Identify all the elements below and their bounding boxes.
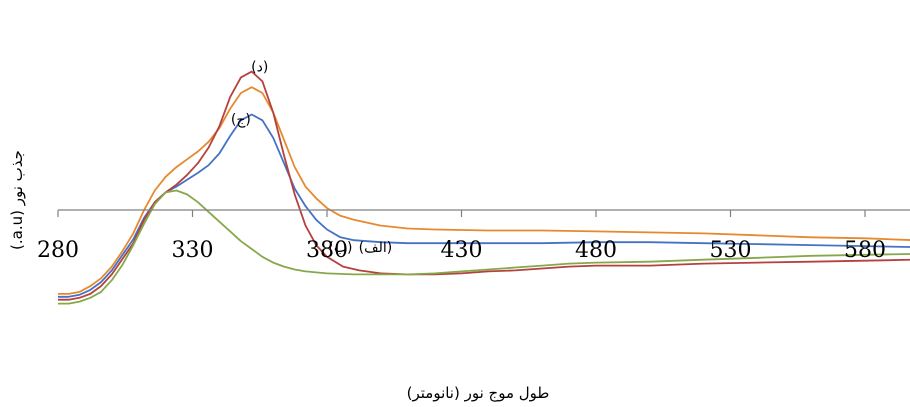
- series-annotation: (ج): [231, 112, 251, 128]
- series-line-4: [58, 189, 910, 305]
- annotation-layer: (د) (ج) (ب) (الف): [231, 60, 392, 256]
- x-tick-label: 530: [710, 238, 752, 263]
- x-axis-title: طول موج نور (نانومتر): [407, 384, 550, 403]
- series-annotation: (ب): [328, 240, 352, 256]
- x-tick-label: 380: [306, 238, 348, 263]
- series-line-2: [58, 113, 910, 298]
- series-line-3: [58, 70, 910, 301]
- series-line-1: [58, 86, 910, 295]
- x-tick-label: 480: [575, 238, 617, 263]
- x-tick-label: 580: [844, 238, 886, 263]
- tick-layer: 280 330 380 430 480 530 580: [37, 210, 886, 263]
- series-annotation: (د): [251, 60, 268, 76]
- series-layer: [58, 70, 910, 305]
- series-annotation: (الف): [359, 240, 393, 256]
- x-tick-label: 330: [172, 238, 214, 263]
- y-axis-title: جذب نور (a.u.): [8, 150, 26, 250]
- x-tick-label: 280: [37, 238, 79, 263]
- x-tick-label: 430: [441, 238, 483, 263]
